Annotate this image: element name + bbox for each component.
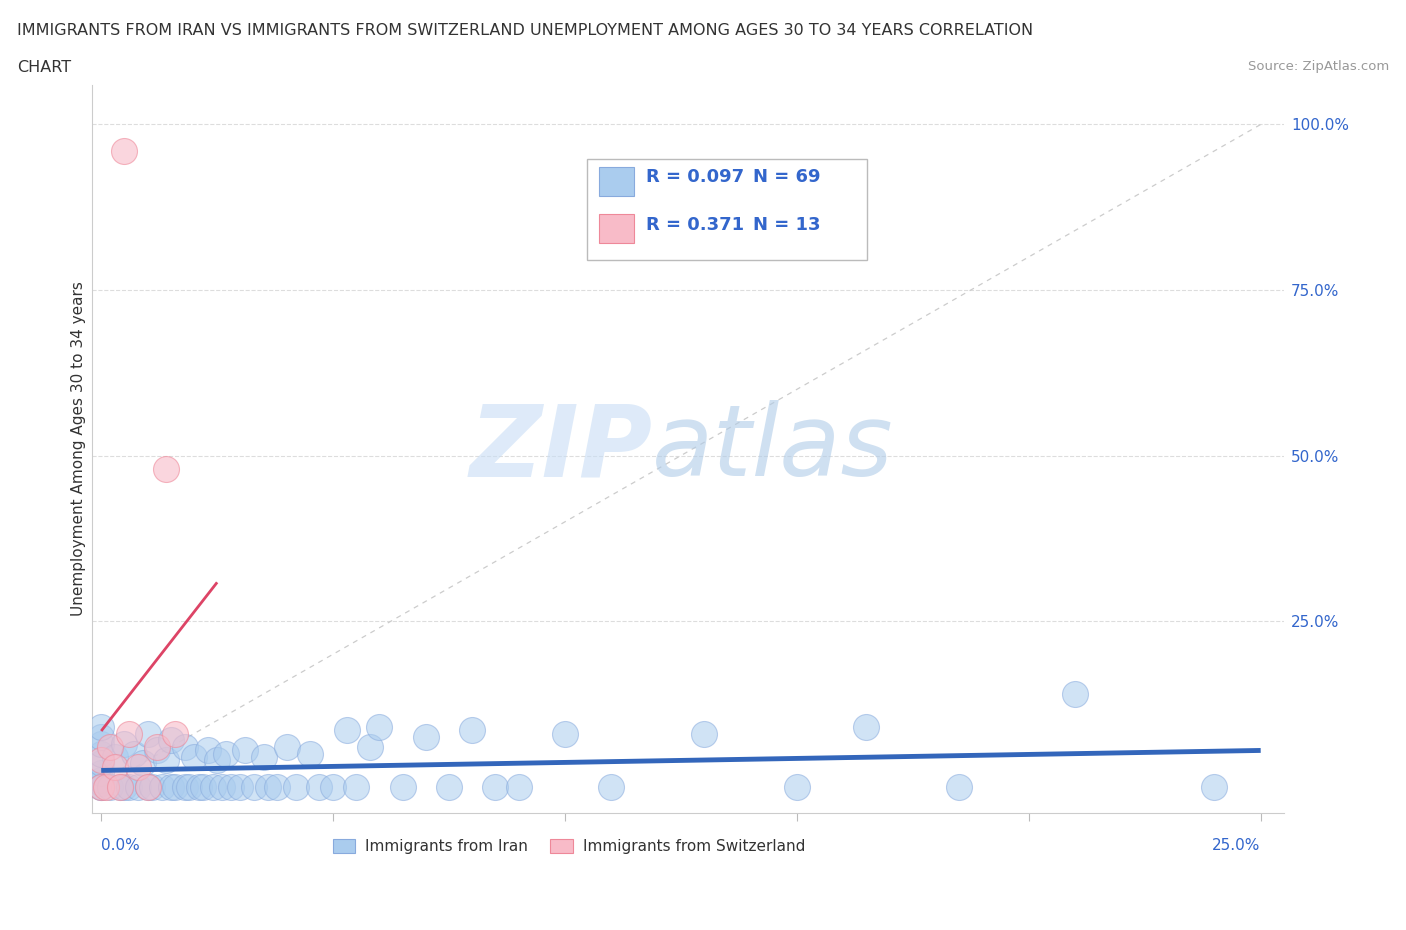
Point	[219, 779, 242, 794]
Text: N = 69: N = 69	[754, 168, 821, 186]
Point	[211, 779, 233, 794]
Point	[508, 779, 530, 794]
Text: 25.0%: 25.0%	[1212, 838, 1261, 854]
FancyBboxPatch shape	[599, 167, 634, 196]
Point	[108, 779, 131, 794]
Point	[173, 739, 195, 754]
Point	[100, 739, 122, 754]
Point	[257, 779, 280, 794]
FancyBboxPatch shape	[586, 159, 866, 259]
Point	[205, 752, 228, 767]
Point	[108, 779, 131, 794]
Point	[252, 750, 274, 764]
Point	[197, 743, 219, 758]
Point	[90, 779, 112, 794]
Point	[229, 779, 252, 794]
Point	[1204, 779, 1226, 794]
Point	[127, 779, 149, 794]
Point	[90, 720, 112, 735]
Point	[344, 779, 367, 794]
Point	[90, 779, 112, 794]
Point	[90, 776, 112, 790]
Point	[118, 779, 141, 794]
Point	[90, 737, 112, 751]
Point	[1064, 686, 1087, 701]
Point	[173, 779, 195, 794]
Point	[201, 779, 224, 794]
Point	[155, 461, 177, 476]
Text: R = 0.097: R = 0.097	[647, 168, 744, 186]
Point	[90, 773, 112, 788]
Point	[100, 779, 122, 794]
Point	[159, 779, 181, 794]
Point	[855, 720, 877, 735]
Point	[132, 756, 155, 771]
Point	[90, 746, 112, 761]
Text: atlas: atlas	[652, 401, 894, 498]
Point	[285, 779, 308, 794]
Point	[336, 723, 359, 737]
Point	[94, 779, 117, 794]
Point	[193, 779, 215, 794]
Text: Source: ZipAtlas.com: Source: ZipAtlas.com	[1249, 60, 1389, 73]
Point	[90, 729, 112, 744]
Point	[600, 779, 623, 794]
Point	[112, 779, 135, 794]
Point	[298, 746, 321, 761]
FancyBboxPatch shape	[599, 214, 634, 243]
Point	[215, 746, 238, 761]
Point	[159, 733, 181, 748]
Point	[118, 726, 141, 741]
Point	[90, 766, 112, 781]
Point	[112, 737, 135, 751]
Point	[693, 726, 716, 741]
Point	[437, 779, 460, 794]
Point	[146, 739, 169, 754]
Point	[104, 750, 127, 764]
Point	[150, 779, 173, 794]
Point	[554, 726, 576, 741]
Point	[165, 726, 187, 741]
Point	[233, 743, 256, 758]
Legend: Immigrants from Iran, Immigrants from Switzerland: Immigrants from Iran, Immigrants from Sw…	[326, 833, 811, 860]
Text: ZIP: ZIP	[470, 401, 652, 498]
Point	[187, 779, 209, 794]
Point	[104, 759, 127, 774]
Point	[276, 739, 298, 754]
Point	[266, 779, 288, 794]
Point	[122, 746, 145, 761]
Point	[948, 779, 970, 794]
Point	[179, 779, 201, 794]
Point	[90, 752, 112, 767]
Point	[183, 750, 205, 764]
Point	[415, 729, 437, 744]
Point	[141, 779, 163, 794]
Point	[243, 779, 266, 794]
Y-axis label: Unemployment Among Ages 30 to 34 years: Unemployment Among Ages 30 to 34 years	[72, 282, 86, 617]
Point	[308, 779, 330, 794]
Point	[391, 779, 413, 794]
Point	[368, 720, 391, 735]
Point	[786, 779, 808, 794]
Point	[359, 739, 381, 754]
Text: CHART: CHART	[17, 60, 70, 75]
Point	[136, 726, 159, 741]
Point	[90, 756, 112, 771]
Text: 0.0%: 0.0%	[101, 838, 141, 854]
Point	[127, 759, 149, 774]
Point	[165, 779, 187, 794]
Text: IMMIGRANTS FROM IRAN VS IMMIGRANTS FROM SWITZERLAND UNEMPLOYMENT AMONG AGES 30 T: IMMIGRANTS FROM IRAN VS IMMIGRANTS FROM …	[17, 23, 1033, 38]
Text: R = 0.371: R = 0.371	[647, 217, 744, 234]
Point	[136, 779, 159, 794]
Text: N = 13: N = 13	[754, 217, 821, 234]
Point	[146, 743, 169, 758]
Point	[484, 779, 506, 794]
Point	[155, 752, 177, 767]
Point	[112, 143, 135, 158]
Point	[90, 779, 112, 794]
Point	[136, 779, 159, 794]
Point	[322, 779, 344, 794]
Point	[461, 723, 484, 737]
